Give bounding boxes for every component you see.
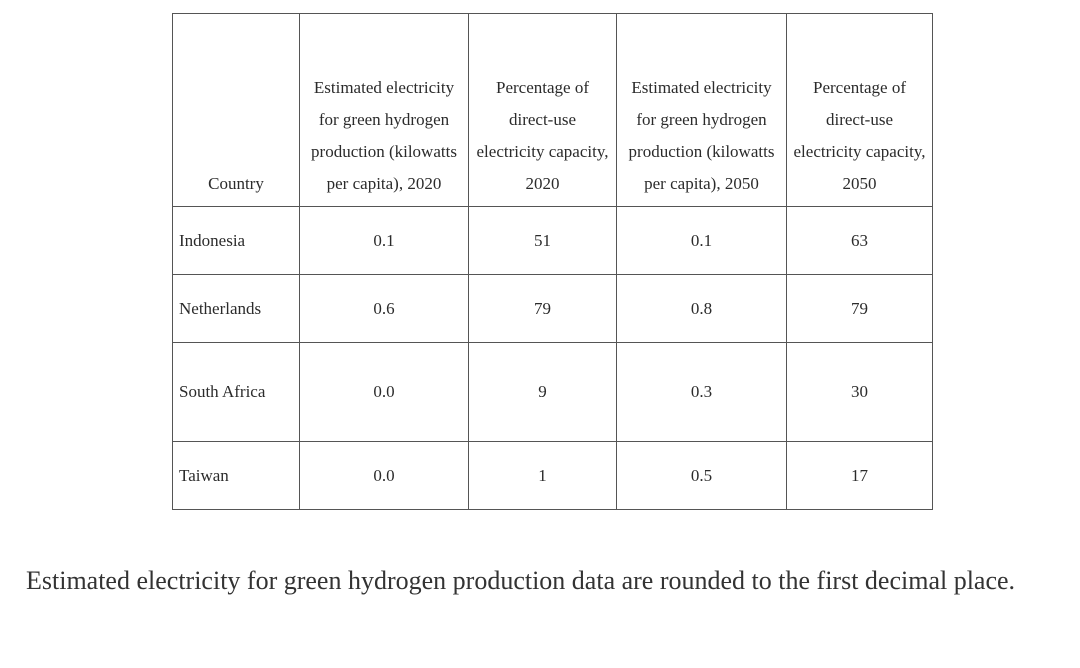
cell: 79 [786, 274, 933, 343]
table-row: Netherlands 0.6 79 0.8 79 [172, 274, 933, 343]
table-head: Country Estimated electricity for green h… [172, 13, 933, 207]
cell: 51 [468, 206, 617, 275]
header-cell: Percentage of direct-use electricity cap… [468, 13, 617, 207]
cell: 0.6 [299, 274, 469, 343]
table-body: Indonesia 0.1 51 0.1 63 Netherlands 0.6 79 0.8 79… [172, 206, 933, 510]
cell: 63 [786, 206, 933, 275]
footnote: Estimated electricity for green hydrogen… [26, 566, 1016, 595]
cell: 0.3 [616, 342, 787, 442]
cell: 9 [468, 342, 617, 442]
header-cell: Estimated electricity for green hydrogen… [299, 13, 469, 207]
cell: 0.0 [299, 342, 469, 442]
row-label: South Africa [172, 342, 300, 442]
header-cell: Estimated electricity for green hydrogen… [616, 13, 787, 207]
cell: 79 [468, 274, 617, 343]
row-label: Indonesia [172, 206, 300, 275]
cell: 0.1 [299, 206, 469, 275]
header-cell: Percentage of direct-use electricity cap… [786, 13, 933, 207]
table-row: Indonesia 0.1 51 0.1 63 [172, 206, 933, 275]
header-cell: Country [172, 13, 300, 207]
table-row: Taiwan 0.0 1 0.5 17 [172, 441, 933, 510]
cell: 0.8 [616, 274, 787, 343]
cell: 17 [786, 441, 933, 510]
row-label: Netherlands [172, 274, 300, 343]
cell: 1 [468, 441, 617, 510]
table-row: South Africa 0.0 9 0.3 30 [172, 342, 933, 442]
cell: 0.5 [616, 441, 787, 510]
data-table: Country Estimated electricity for green h… [172, 13, 933, 510]
row-label: Taiwan [172, 441, 300, 510]
cell: 30 [786, 342, 933, 442]
cell: 0.0 [299, 441, 469, 510]
cell: 0.1 [616, 206, 787, 275]
header-row: Country Estimated electricity for green h… [172, 13, 933, 207]
